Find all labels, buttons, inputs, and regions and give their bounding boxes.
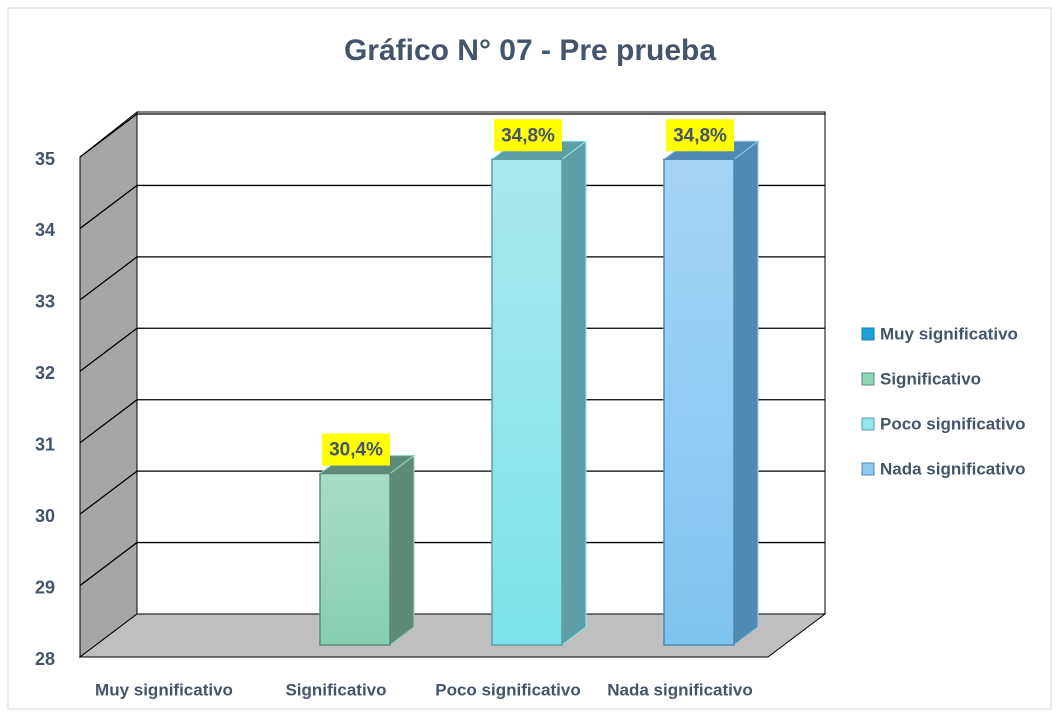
floor (78, 613, 827, 658)
legend-label: Muy significativo (880, 324, 1018, 343)
data-label-box (494, 119, 562, 152)
legend-label: Significativo (880, 369, 981, 388)
legend-swatch (861, 462, 875, 476)
grid-line (79, 542, 138, 587)
chart-title: Gráfico N° 07 - Pre prueba (344, 34, 716, 67)
x-tick-label: Nada significativo (607, 680, 752, 699)
x-tick-label: Muy significativo (95, 680, 233, 699)
data-label: 30,4% (329, 440, 383, 461)
y-tick-label: 34 (35, 220, 55, 240)
y-tick-label: 33 (35, 292, 55, 312)
grid-line (79, 327, 138, 372)
grid-line (79, 470, 138, 515)
legend-swatch (861, 372, 875, 386)
bar-side (561, 140, 587, 646)
side-wall (79, 110, 138, 659)
bar (319, 472, 391, 646)
data-label-box (322, 433, 390, 466)
y-tick-label: 30 (35, 506, 55, 526)
y-tick-label: 35 (35, 149, 55, 169)
y-tick-label: 31 (35, 434, 55, 454)
data-label: 34,8% (673, 125, 727, 146)
data-label-box (666, 119, 734, 152)
y-tick-label: 28 (35, 649, 55, 669)
bar-side (389, 454, 415, 646)
grid-line (79, 113, 138, 158)
bar (663, 158, 735, 646)
legend-swatch (861, 327, 875, 341)
grid-line (79, 399, 138, 444)
grid-line (79, 256, 138, 301)
y-tick-label: 29 (35, 577, 55, 597)
y-tick-label: 32 (35, 363, 55, 383)
legend-swatch (861, 417, 875, 431)
x-tick-label: Poco significativo (435, 680, 580, 699)
grid-line (79, 184, 138, 229)
legend-label: Nada significativo (880, 459, 1025, 478)
data-label: 34,8% (501, 125, 555, 146)
bar (491, 158, 563, 646)
x-tick-label: Significativo (285, 680, 386, 699)
bar-side (733, 140, 759, 646)
legend-label: Poco significativo (880, 414, 1025, 433)
